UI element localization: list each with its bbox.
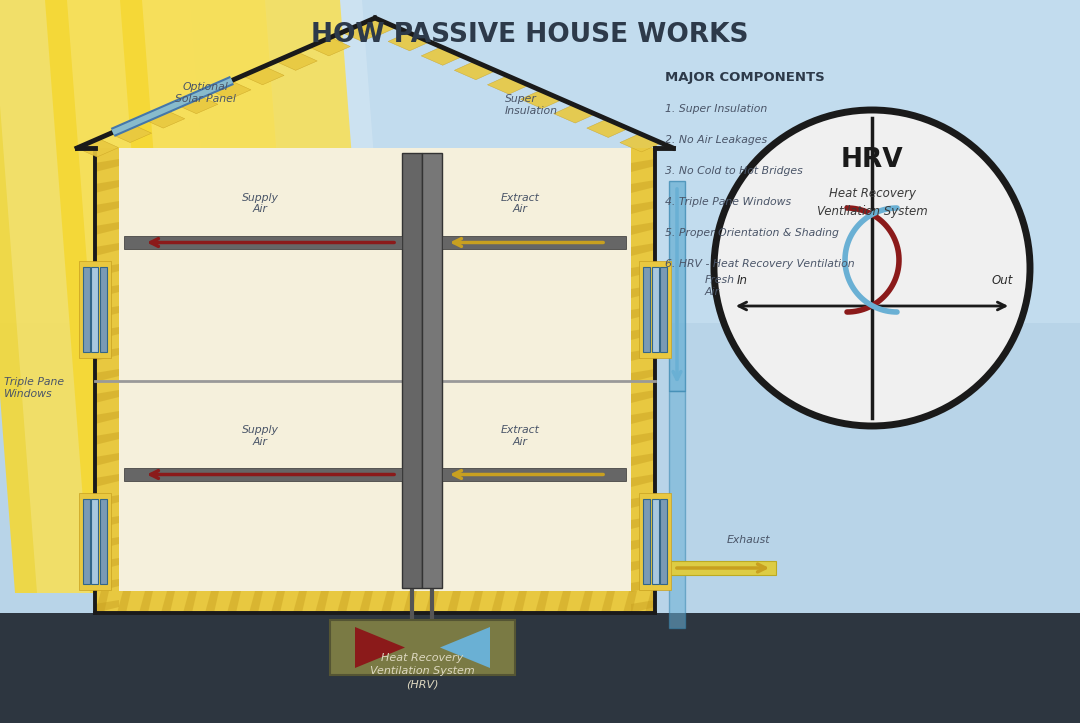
Text: Triple Pane
Windows: Triple Pane Windows <box>4 377 64 399</box>
Polygon shape <box>95 390 119 403</box>
Text: Heat Recovery
Ventilation System
(HRV): Heat Recovery Ventilation System (HRV) <box>370 653 475 689</box>
Polygon shape <box>95 306 119 319</box>
Polygon shape <box>183 591 197 613</box>
Polygon shape <box>141 0 407 593</box>
Polygon shape <box>359 591 373 613</box>
Polygon shape <box>631 159 654 172</box>
Polygon shape <box>421 47 462 65</box>
Polygon shape <box>95 222 119 235</box>
Text: Supply
Air: Supply Air <box>242 193 279 215</box>
Polygon shape <box>249 591 264 613</box>
FancyBboxPatch shape <box>643 498 650 583</box>
Polygon shape <box>77 139 119 157</box>
Polygon shape <box>95 516 119 529</box>
Polygon shape <box>95 495 119 508</box>
Text: 4. Triple Pane Windows: 4. Triple Pane Windows <box>665 197 792 207</box>
Polygon shape <box>631 222 654 235</box>
Polygon shape <box>210 81 251 99</box>
Circle shape <box>714 110 1030 426</box>
Polygon shape <box>144 110 185 128</box>
Text: In: In <box>737 273 747 286</box>
Polygon shape <box>623 591 637 613</box>
Polygon shape <box>620 134 661 152</box>
Text: 6. HRV - Heat Recovery Ventilation: 6. HRV - Heat Recovery Ventilation <box>665 259 854 269</box>
FancyBboxPatch shape <box>79 492 111 589</box>
Text: Heat Recovery
Ventilation System: Heat Recovery Ventilation System <box>816 187 928 218</box>
Polygon shape <box>95 411 119 424</box>
FancyBboxPatch shape <box>95 591 654 613</box>
Polygon shape <box>631 474 654 487</box>
Polygon shape <box>95 180 119 193</box>
FancyBboxPatch shape <box>669 391 685 628</box>
FancyBboxPatch shape <box>631 148 654 613</box>
Polygon shape <box>45 0 310 593</box>
Polygon shape <box>631 369 654 382</box>
Polygon shape <box>355 627 405 668</box>
FancyBboxPatch shape <box>92 498 98 583</box>
Polygon shape <box>631 516 654 529</box>
Polygon shape <box>631 201 654 214</box>
Polygon shape <box>600 591 615 613</box>
Polygon shape <box>447 591 461 613</box>
Polygon shape <box>293 591 307 613</box>
Text: HRV: HRV <box>840 147 903 173</box>
Polygon shape <box>631 600 654 613</box>
Polygon shape <box>388 33 430 51</box>
Polygon shape <box>95 432 119 445</box>
Polygon shape <box>117 591 131 613</box>
Text: 1. Super Insulation: 1. Super Insulation <box>665 104 767 114</box>
Polygon shape <box>469 591 483 613</box>
Polygon shape <box>95 285 119 298</box>
Polygon shape <box>271 591 285 613</box>
FancyBboxPatch shape <box>95 148 119 613</box>
Text: 2. No Air Leakages: 2. No Air Leakages <box>665 135 767 145</box>
Polygon shape <box>95 579 119 592</box>
FancyBboxPatch shape <box>83 267 90 351</box>
Polygon shape <box>579 591 593 613</box>
Text: Exhaust: Exhaust <box>727 535 770 545</box>
Polygon shape <box>227 591 241 613</box>
Polygon shape <box>243 67 284 85</box>
Polygon shape <box>95 600 119 613</box>
FancyBboxPatch shape <box>0 613 1080 723</box>
Polygon shape <box>95 537 119 550</box>
Polygon shape <box>315 591 329 613</box>
Text: HOW PASSIVE HOUSE WORKS: HOW PASSIVE HOUSE WORKS <box>311 22 748 48</box>
Polygon shape <box>440 627 490 668</box>
Polygon shape <box>426 591 438 613</box>
Polygon shape <box>95 369 119 382</box>
Polygon shape <box>631 411 654 424</box>
Polygon shape <box>95 591 109 613</box>
FancyBboxPatch shape <box>669 561 777 575</box>
FancyBboxPatch shape <box>442 468 626 481</box>
Polygon shape <box>631 306 654 319</box>
Polygon shape <box>521 90 562 108</box>
Polygon shape <box>631 285 654 298</box>
Polygon shape <box>309 38 350 56</box>
Polygon shape <box>67 0 332 593</box>
FancyBboxPatch shape <box>79 260 111 357</box>
Polygon shape <box>381 591 395 613</box>
Polygon shape <box>161 591 175 613</box>
Polygon shape <box>631 453 654 466</box>
Polygon shape <box>95 264 119 277</box>
Polygon shape <box>355 18 396 36</box>
Text: Out: Out <box>991 273 1013 286</box>
Polygon shape <box>631 558 654 571</box>
FancyBboxPatch shape <box>124 468 402 481</box>
Text: MAJOR COMPONENTS: MAJOR COMPONENTS <box>665 71 825 84</box>
FancyBboxPatch shape <box>83 498 90 583</box>
FancyBboxPatch shape <box>651 498 659 583</box>
FancyBboxPatch shape <box>651 267 659 351</box>
Polygon shape <box>631 537 654 550</box>
Polygon shape <box>139 591 153 613</box>
FancyBboxPatch shape <box>639 260 671 357</box>
FancyBboxPatch shape <box>0 0 1080 323</box>
Text: Optional
Solar Panel: Optional Solar Panel <box>175 82 235 104</box>
FancyBboxPatch shape <box>100 267 107 351</box>
Polygon shape <box>631 432 654 445</box>
Polygon shape <box>110 124 151 142</box>
Text: 3. No Cold to Hot Bridges: 3. No Cold to Hot Bridges <box>665 166 802 176</box>
FancyBboxPatch shape <box>422 153 442 588</box>
